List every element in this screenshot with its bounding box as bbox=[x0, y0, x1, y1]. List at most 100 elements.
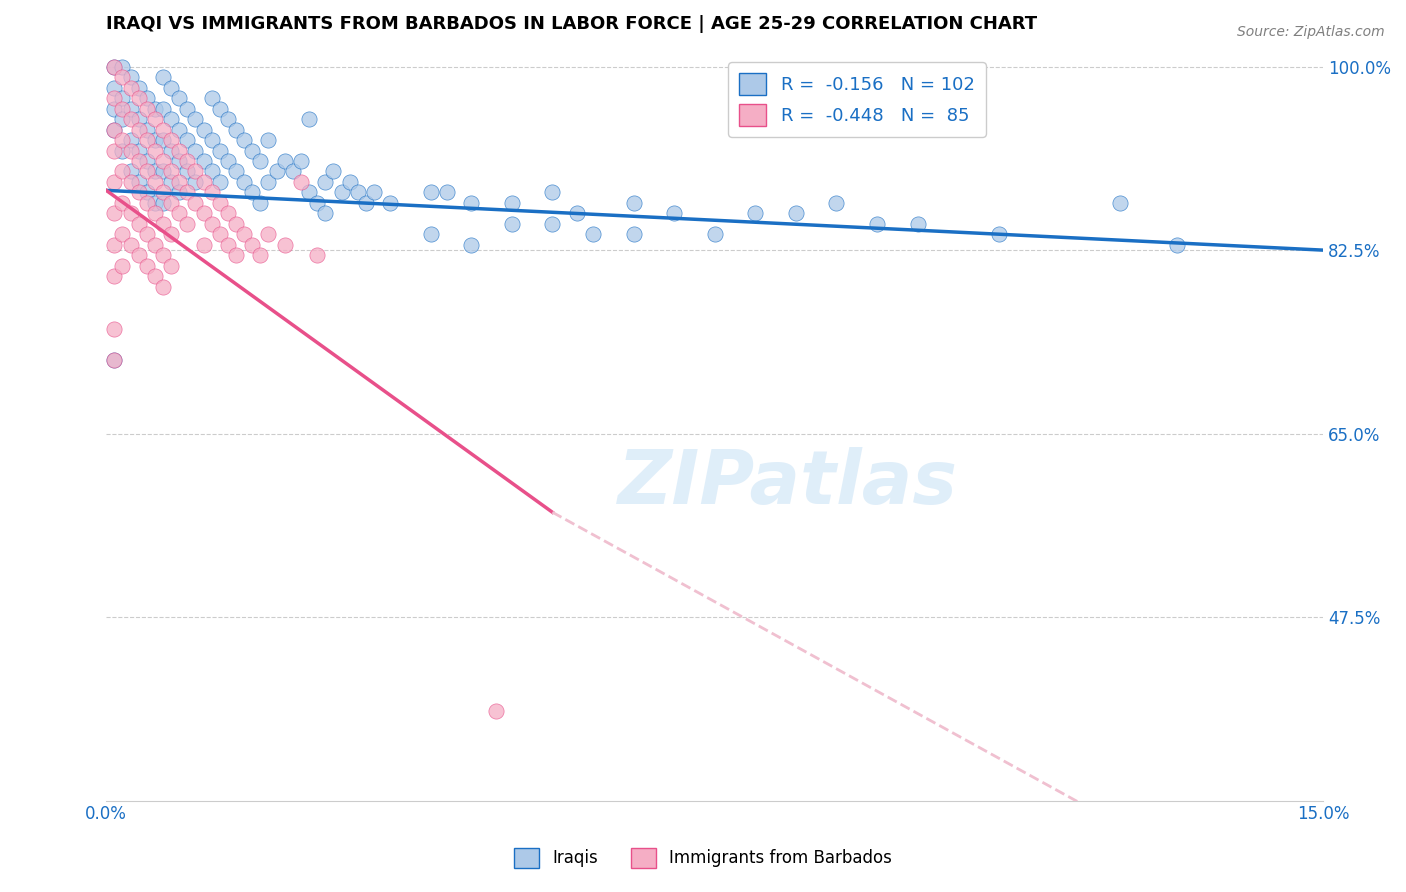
Point bbox=[103, 238, 125, 252]
Point bbox=[128, 154, 150, 169]
Point bbox=[208, 144, 231, 158]
Point bbox=[103, 60, 125, 74]
Point bbox=[160, 164, 183, 178]
Point bbox=[143, 206, 166, 220]
Point bbox=[460, 238, 482, 252]
Point bbox=[346, 186, 368, 200]
Point bbox=[160, 175, 183, 189]
Point bbox=[120, 144, 142, 158]
Point bbox=[152, 217, 174, 231]
Point bbox=[233, 133, 256, 147]
Point bbox=[257, 227, 280, 242]
Point bbox=[128, 112, 150, 126]
Point bbox=[314, 175, 336, 189]
Point bbox=[111, 60, 134, 74]
Point bbox=[290, 175, 312, 189]
Point bbox=[322, 164, 344, 178]
Point bbox=[152, 133, 174, 147]
Point bbox=[103, 144, 125, 158]
Point bbox=[120, 175, 142, 189]
Point bbox=[217, 154, 239, 169]
Point bbox=[128, 217, 150, 231]
Text: ZIPatlas: ZIPatlas bbox=[617, 447, 957, 520]
Point bbox=[103, 60, 125, 74]
Point bbox=[152, 280, 174, 294]
Point bbox=[143, 112, 166, 126]
Point bbox=[193, 154, 215, 169]
Point bbox=[128, 122, 150, 136]
Point bbox=[184, 196, 207, 211]
Point bbox=[184, 175, 207, 189]
Point bbox=[143, 164, 166, 178]
Point bbox=[193, 122, 215, 136]
Text: IRAQI VS IMMIGRANTS FROM BARBADOS IN LABOR FORCE | AGE 25-29 CORRELATION CHART: IRAQI VS IMMIGRANTS FROM BARBADOS IN LAB… bbox=[107, 15, 1038, 33]
Legend: R =  -0.156   N = 102, R =  -0.448   N =  85: R = -0.156 N = 102, R = -0.448 N = 85 bbox=[728, 62, 986, 137]
Point bbox=[307, 196, 329, 211]
Point bbox=[160, 133, 183, 147]
Point bbox=[103, 122, 125, 136]
Point bbox=[152, 186, 174, 200]
Point bbox=[225, 217, 247, 231]
Point bbox=[120, 206, 142, 220]
Point bbox=[339, 175, 361, 189]
Point bbox=[354, 196, 377, 211]
Point bbox=[103, 175, 125, 189]
Point bbox=[167, 144, 190, 158]
Point bbox=[274, 154, 297, 169]
Point bbox=[135, 91, 157, 105]
Point bbox=[152, 154, 174, 169]
Point bbox=[176, 133, 198, 147]
Point bbox=[193, 175, 215, 189]
Point bbox=[167, 91, 190, 105]
Point bbox=[217, 112, 239, 126]
Point bbox=[120, 238, 142, 252]
Point bbox=[135, 164, 157, 178]
Point bbox=[128, 186, 150, 200]
Point bbox=[167, 122, 190, 136]
Point bbox=[135, 154, 157, 169]
Point bbox=[152, 196, 174, 211]
Point bbox=[460, 196, 482, 211]
Point bbox=[111, 144, 134, 158]
Point bbox=[120, 80, 142, 95]
Point bbox=[485, 705, 508, 719]
Point bbox=[128, 248, 150, 262]
Point bbox=[330, 186, 353, 200]
Point bbox=[281, 164, 304, 178]
Point bbox=[135, 227, 157, 242]
Point bbox=[111, 196, 134, 211]
Point bbox=[143, 196, 166, 211]
Point bbox=[307, 248, 329, 262]
Point bbox=[128, 175, 150, 189]
Point bbox=[240, 186, 263, 200]
Point bbox=[193, 206, 215, 220]
Point bbox=[176, 102, 198, 116]
Point bbox=[135, 102, 157, 116]
Point bbox=[501, 196, 523, 211]
Point bbox=[103, 322, 125, 336]
Point bbox=[120, 102, 142, 116]
Point bbox=[176, 186, 198, 200]
Point bbox=[290, 154, 312, 169]
Point bbox=[825, 196, 848, 211]
Point bbox=[143, 133, 166, 147]
Point bbox=[152, 122, 174, 136]
Point bbox=[160, 196, 183, 211]
Point bbox=[135, 259, 157, 273]
Point bbox=[184, 112, 207, 126]
Point bbox=[176, 164, 198, 178]
Point bbox=[419, 227, 441, 242]
Point bbox=[167, 186, 190, 200]
Point bbox=[208, 227, 231, 242]
Point bbox=[152, 102, 174, 116]
Point bbox=[208, 102, 231, 116]
Point bbox=[1166, 238, 1188, 252]
Point bbox=[363, 186, 385, 200]
Point bbox=[128, 144, 150, 158]
Point bbox=[176, 217, 198, 231]
Point bbox=[167, 154, 190, 169]
Point bbox=[167, 175, 190, 189]
Point bbox=[380, 196, 402, 211]
Text: Source: ZipAtlas.com: Source: ZipAtlas.com bbox=[1237, 25, 1385, 39]
Point bbox=[233, 175, 256, 189]
